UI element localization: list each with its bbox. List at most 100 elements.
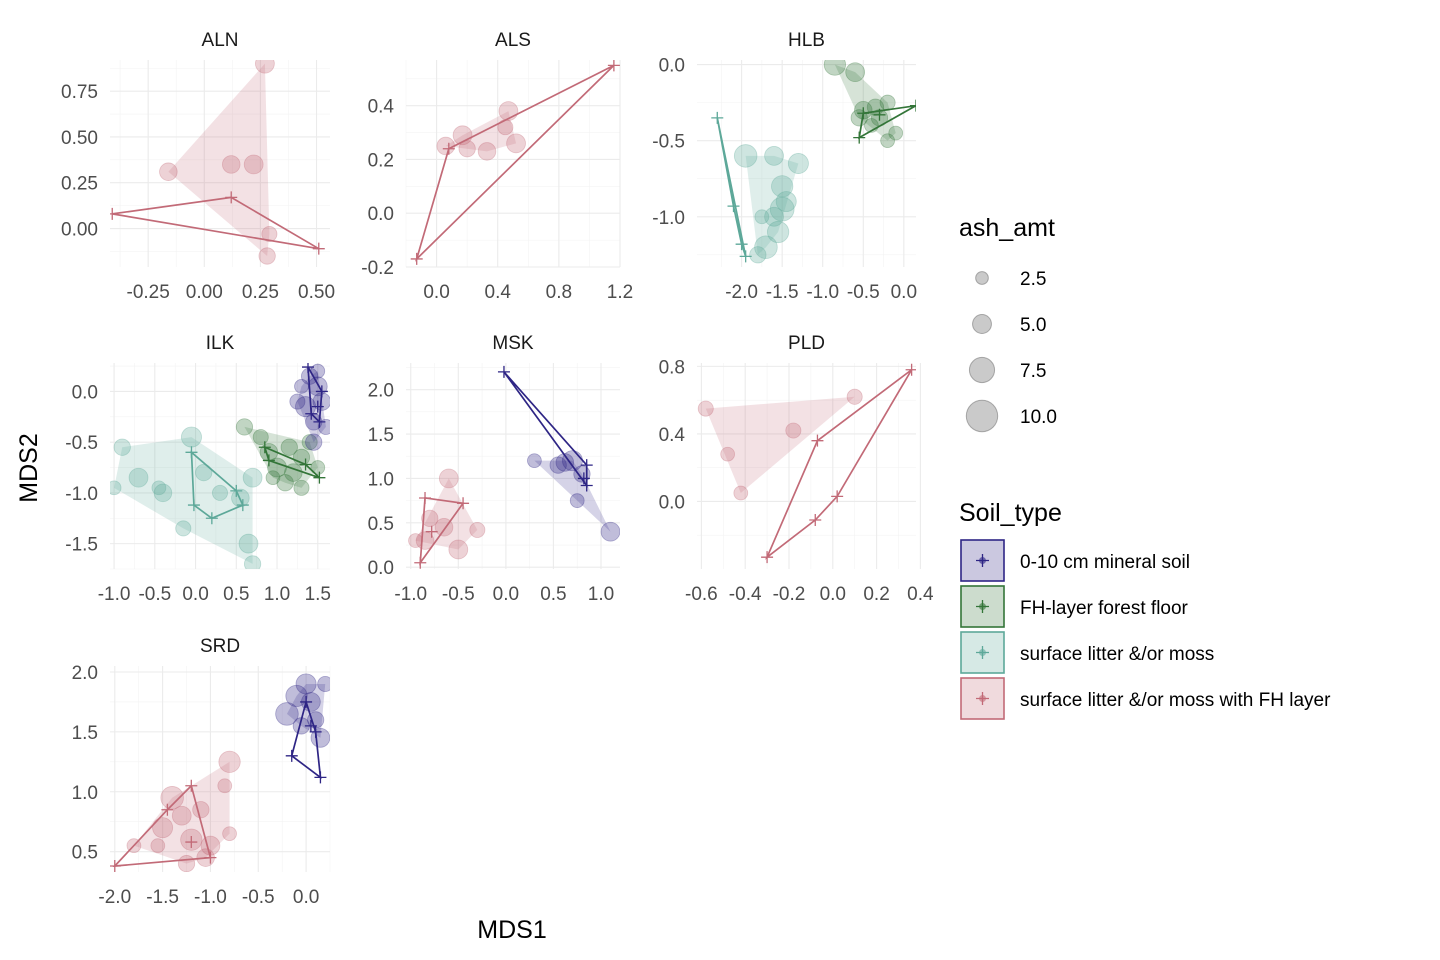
sample-point xyxy=(294,378,309,394)
y-tick-label: -0.2 xyxy=(361,258,394,279)
centroid-hull xyxy=(764,369,913,560)
panel-data xyxy=(408,365,620,569)
sample-point xyxy=(527,453,542,469)
fill-key-plus xyxy=(976,600,989,613)
sample-point xyxy=(733,485,749,501)
fill-key-plus xyxy=(976,646,989,659)
sample-point xyxy=(785,422,802,439)
points-hull xyxy=(534,460,611,532)
centroid-marker xyxy=(300,695,313,708)
sample-point xyxy=(754,235,778,259)
sample-point xyxy=(850,109,868,127)
centroid-marker xyxy=(305,407,318,420)
y-tick-label: -0.5 xyxy=(65,433,98,454)
y-tick-label: -1.0 xyxy=(652,208,685,229)
centroid-marker xyxy=(187,499,200,512)
sample-point xyxy=(235,418,254,436)
centroid-hull xyxy=(419,496,465,566)
sample-point xyxy=(243,555,262,569)
centroid-marker xyxy=(457,497,470,510)
centroid-marker xyxy=(258,441,271,454)
panel-title: HLB xyxy=(788,30,825,51)
sample-point xyxy=(275,702,299,726)
centroid-marker xyxy=(313,471,326,484)
points-hull xyxy=(745,155,799,255)
centroid-marker xyxy=(313,415,326,428)
x-tick-label: 1.0 xyxy=(588,584,614,605)
panel-title: SRD xyxy=(200,636,240,657)
centroid-marker xyxy=(905,363,916,376)
centroid-marker xyxy=(311,400,324,413)
sample-point xyxy=(159,162,178,181)
sample-point xyxy=(448,539,469,560)
sample-point xyxy=(258,247,276,265)
x-tick-label: -0.4 xyxy=(729,584,762,605)
x-tick-label: 0.5 xyxy=(540,584,566,605)
centroid-marker xyxy=(811,434,824,447)
y-tick-label: 0.2 xyxy=(368,150,394,171)
x-tick-label: 1.2 xyxy=(607,282,633,303)
sample-point xyxy=(317,418,330,435)
panel-als: 0.0 0.4 0.8 1.2 -0.2 0.0 0.2 0.4 ALS xyxy=(361,30,633,303)
sample-point xyxy=(888,125,904,141)
y-tick-label: 2.0 xyxy=(72,663,98,684)
size-key-circle xyxy=(972,314,992,334)
centroid-marker xyxy=(110,207,119,220)
sample-point xyxy=(301,434,318,451)
x-tick-label: 0.2 xyxy=(863,584,889,605)
sample-point xyxy=(880,133,895,149)
fill-key-label: surface litter &/or moss with FH layer xyxy=(1020,690,1331,711)
centroid-marker xyxy=(497,365,510,378)
sample-point xyxy=(477,142,497,161)
centroid-marker xyxy=(285,749,298,762)
fill-key-label: 0-10 cm mineral soil xyxy=(1020,552,1190,573)
sample-point xyxy=(697,400,714,417)
y-tick-label: -1.5 xyxy=(65,535,98,556)
centroid-marker xyxy=(410,252,423,265)
sample-point xyxy=(255,60,275,74)
sample-point xyxy=(458,140,476,158)
panel-title: PLD xyxy=(788,333,825,354)
x-tick-label: 0.4 xyxy=(907,584,934,605)
x-tick-label: 0.4 xyxy=(485,282,512,303)
centroid-marker xyxy=(739,250,752,263)
fill-key-plus xyxy=(976,554,989,567)
x-tick-label: -0.25 xyxy=(127,282,170,303)
x-tick-label: -1.5 xyxy=(146,887,179,908)
y-tick-label: 0.4 xyxy=(368,97,395,118)
sample-point xyxy=(151,480,167,496)
sample-point xyxy=(415,531,435,550)
sample-point xyxy=(305,433,323,451)
x-tick-label: 1.0 xyxy=(264,584,290,605)
sample-point xyxy=(243,154,264,175)
centroid-marker xyxy=(577,472,590,485)
centroid-marker xyxy=(442,142,455,155)
fill-key-plus xyxy=(976,692,989,705)
centroid-marker xyxy=(580,459,593,472)
size-key-label: 2.5 xyxy=(1020,269,1046,290)
panel-hlb: -2.0 -1.5 -1.0 -0.5 0.0 -1.0 -0.5 0.0 HLB xyxy=(652,30,917,303)
y-tick-label: 0.00 xyxy=(61,220,98,241)
sample-point xyxy=(775,191,797,213)
sample-point xyxy=(293,479,310,496)
sample-point xyxy=(110,480,122,496)
panel-data xyxy=(110,673,330,872)
x-tick-label: -1.0 xyxy=(394,584,427,605)
y-tick-label: 0.8 xyxy=(659,357,685,378)
sample-point xyxy=(217,778,233,794)
x-tick-label: 0.00 xyxy=(186,282,223,303)
sample-point xyxy=(787,153,809,174)
sample-point xyxy=(845,62,866,83)
centroid-marker xyxy=(414,556,427,569)
x-tick-label: -1.0 xyxy=(194,887,227,908)
points-hull xyxy=(834,64,896,141)
sample-point xyxy=(771,175,794,198)
sample-point xyxy=(252,429,269,446)
sample-point xyxy=(569,493,585,508)
x-tick-label: -0.6 xyxy=(685,584,718,605)
x-tick-label: -1.0 xyxy=(98,584,131,605)
fill-legend: 0-10 cm mineral soil FH-layer forest floo… xyxy=(960,539,1331,720)
sample-point xyxy=(764,206,784,227)
centroid-marker xyxy=(205,512,218,525)
